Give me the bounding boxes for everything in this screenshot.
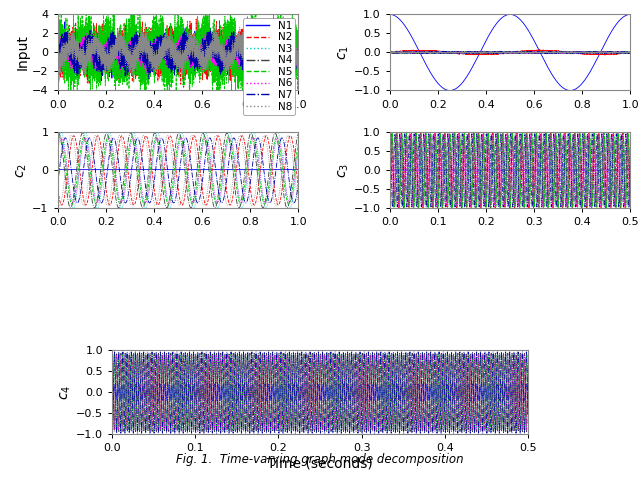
Y-axis label: $c_3$: $c_3$ <box>337 163 351 178</box>
Text: Fig. 1.  Time-varying graph mode decomposition: Fig. 1. Time-varying graph mode decompos… <box>176 453 464 466</box>
X-axis label: Time (seconds): Time (seconds) <box>267 456 373 470</box>
Y-axis label: $c_1$: $c_1$ <box>337 45 351 60</box>
Legend: N1, N2, N3, N4, N5, N6, N7, N8: N1, N2, N3, N4, N5, N6, N7, N8 <box>243 18 295 115</box>
Y-axis label: Input: Input <box>15 35 29 71</box>
Y-axis label: $c_4$: $c_4$ <box>59 385 73 400</box>
Y-axis label: $c_2$: $c_2$ <box>15 163 29 178</box>
